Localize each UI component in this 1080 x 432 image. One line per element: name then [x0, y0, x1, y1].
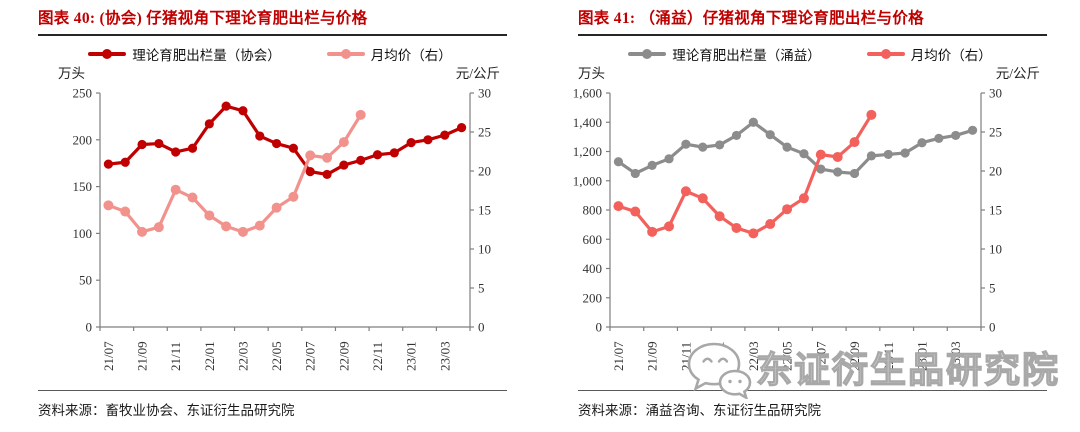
svg-text:25: 25 [989, 125, 1002, 140]
svg-text:21/07: 21/07 [101, 341, 116, 371]
figure-41-legend: 理论育肥出栏量（涌益） 月均价（右） [540, 44, 1080, 64]
svg-text:23/03: 23/03 [948, 341, 963, 371]
svg-text:23/03: 23/03 [437, 341, 452, 371]
svg-text:20: 20 [989, 164, 1002, 179]
svg-text:21/09: 21/09 [645, 341, 660, 371]
dot-marker-icon [102, 49, 113, 59]
line-marker-icon [88, 49, 127, 59]
svg-text:150: 150 [73, 179, 93, 194]
svg-text:1,400: 1,400 [573, 115, 602, 130]
svg-text:15: 15 [989, 203, 1002, 218]
svg-text:200: 200 [73, 132, 93, 147]
svg-text:1,600: 1,600 [573, 86, 602, 101]
dot-marker-icon [880, 49, 891, 59]
svg-text:0: 0 [989, 320, 996, 335]
svg-text:25: 25 [478, 125, 491, 140]
svg-text:21/09: 21/09 [135, 341, 150, 371]
svg-text:10: 10 [478, 242, 491, 257]
svg-text:22/11: 22/11 [881, 342, 896, 371]
svg-text:22/07: 22/07 [813, 341, 828, 371]
svg-text:15: 15 [478, 203, 491, 218]
legend-label: 理论育肥出栏量（协会） [132, 48, 281, 63]
dot-marker-icon [340, 49, 351, 59]
line-marker-icon [866, 49, 905, 59]
svg-text:0: 0 [596, 320, 603, 335]
svg-text:22/03: 22/03 [235, 341, 250, 371]
dot-marker-icon [642, 49, 653, 59]
figure-41-chart: 0 200 400 600 800 1,000 1,200 1,400 1,600 0 5 10 15 2… [573, 86, 1002, 372]
figure-40-title: 图表 40: (协会) 仔猪视角下理论育肥出栏与价格 [38, 10, 368, 27]
right-axis-unit: 元/公斤 [455, 66, 500, 81]
svg-text:22/03: 22/03 [746, 341, 761, 371]
legend-item-monthly-price: 月均价（右） [866, 44, 992, 64]
svg-text:0: 0 [86, 320, 93, 335]
source-text: 资料来源：畜牧业协会、东证衍生品研究院 [38, 403, 295, 418]
figure-41-header: 图表 41: （涌益）仔猪视角下理论育肥出栏与价格 [578, 6, 1047, 36]
figure-41-axis-units: 万头 元/公斤 [540, 65, 1080, 83]
svg-text:22/05: 22/05 [269, 341, 284, 371]
left-axis-unit: 万头 [578, 66, 605, 81]
svg-text:30: 30 [989, 86, 1002, 101]
svg-text:23/01: 23/01 [404, 341, 419, 371]
svg-text:30: 30 [478, 86, 491, 101]
legend-label: 月均价（右） [370, 48, 452, 63]
figure-41-panel: 图表 41: （涌益）仔猪视角下理论育肥出栏与价格 理论育肥出栏量（涌益） 月均… [540, 0, 1080, 432]
figure-40-header: 图表 40: (协会) 仔猪视角下理论育肥出栏与价格 [38, 6, 507, 36]
svg-text:10: 10 [989, 242, 1002, 257]
svg-text:1,000: 1,000 [573, 173, 602, 188]
svg-text:600: 600 [583, 232, 603, 247]
line-marker-icon [326, 49, 365, 59]
svg-text:50: 50 [79, 273, 92, 288]
svg-text:400: 400 [583, 261, 603, 276]
left-axis-unit: 万头 [58, 66, 85, 81]
svg-text:21/07: 21/07 [611, 341, 626, 371]
right-axis-unit: 元/公斤 [995, 66, 1040, 81]
legend-label: 月均价（右） [910, 48, 992, 63]
svg-text:22/09: 22/09 [847, 341, 862, 371]
svg-text:22/01: 22/01 [202, 341, 217, 371]
legend-item-theory-volume: 理论育肥出栏量（协会） [88, 44, 281, 64]
svg-text:200: 200 [583, 290, 603, 305]
svg-text:22/09: 22/09 [336, 341, 351, 371]
svg-text:21/11: 21/11 [168, 342, 183, 371]
svg-text:22/01: 22/01 [712, 341, 727, 371]
figure-40-source: 资料来源：畜牧业协会、东证衍生品研究院 [38, 390, 507, 419]
svg-text:22/11: 22/11 [370, 342, 385, 371]
svg-text:800: 800 [583, 203, 603, 218]
legend-item-theory-volume: 理论育肥出栏量（涌益） [628, 44, 821, 64]
svg-text:23/01: 23/01 [914, 341, 929, 371]
figure-40-axis-units: 万头 元/公斤 [0, 65, 540, 83]
svg-text:250: 250 [73, 86, 93, 101]
figure-41-source: 资料来源：涌益咨询、东证衍生品研究院 [578, 390, 1047, 419]
line-marker-icon [628, 49, 667, 59]
source-text: 资料来源：涌益咨询、东证衍生品研究院 [578, 403, 821, 418]
svg-text:0: 0 [478, 320, 485, 335]
svg-text:21/11: 21/11 [678, 342, 693, 371]
svg-text:22/07: 22/07 [303, 341, 318, 371]
svg-text:1,200: 1,200 [573, 144, 602, 159]
figure-40-chart: 0 50 100 150 200 250 0 5 10 15 20 25 30 21/07 21/09 21/… [73, 86, 492, 372]
svg-text:5: 5 [478, 281, 485, 296]
svg-text:5: 5 [989, 281, 996, 296]
svg-text:100: 100 [73, 226, 93, 241]
figure-40-legend: 理论育肥出栏量（协会） 月均价（右） [0, 44, 540, 64]
figure-41-title: 图表 41: （涌益）仔猪视角下理论育肥出栏与价格 [578, 10, 924, 27]
svg-text:20: 20 [478, 164, 491, 179]
legend-label: 理论育肥出栏量（涌益） [672, 48, 821, 63]
svg-text:22/05: 22/05 [780, 341, 795, 371]
legend-item-monthly-price: 月均价（右） [326, 44, 452, 64]
figure-40-panel: 图表 40: (协会) 仔猪视角下理论育肥出栏与价格 理论育肥出栏量（协会） 月… [0, 6, 540, 419]
